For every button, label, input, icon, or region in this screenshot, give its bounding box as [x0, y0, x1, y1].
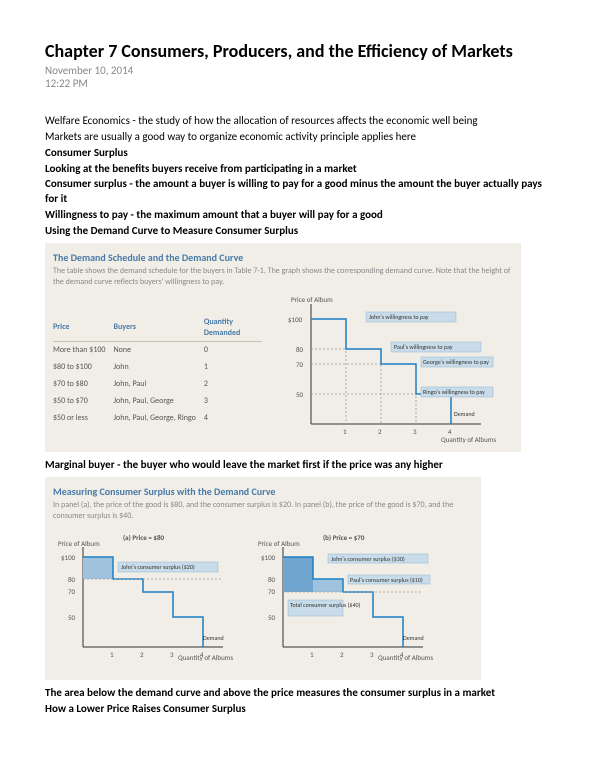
chart-panel-a: (a) Price = $80 $100 80 70 50: [53, 532, 233, 672]
svg-text:Demand: Demand: [203, 634, 224, 642]
doc-time: 12:22 PM: [45, 77, 550, 90]
text-line: Markets are usually a good way to organi…: [45, 130, 550, 145]
svg-text:2: 2: [378, 427, 382, 436]
svg-text:Demand: Demand: [403, 634, 424, 642]
svg-text:(b) Price = $70: (b) Price = $70: [323, 533, 365, 542]
table-header: Price: [53, 314, 113, 342]
svg-text:4: 4: [400, 650, 404, 659]
svg-text:(a) Price = $80: (a) Price = $80: [123, 533, 165, 542]
text-line: Welfare Economics - the study of how the…: [45, 114, 550, 129]
svg-text:$100: $100: [61, 553, 76, 562]
svg-text:Quantity of Albums: Quantity of Albums: [441, 435, 496, 444]
text-line: Using the Demand Curve to Measure Consum…: [45, 224, 550, 239]
figure-caption: In panel (a), the price of the good is $…: [53, 500, 473, 522]
table-row: $50 to $70John, Paul, George3: [53, 393, 262, 410]
figure-caption: The table shows the demand schedule for …: [53, 266, 513, 288]
figure-demand-schedule: The Demand Schedule and the Demand Curve…: [45, 243, 521, 452]
svg-text:John's willingness to pay: John's willingness to pay: [369, 313, 429, 321]
svg-text:John's consumer surplus ($30): John's consumer surplus ($30): [331, 555, 405, 563]
svg-text:3: 3: [170, 650, 174, 659]
svg-text:Demand: Demand: [454, 410, 475, 418]
svg-text:3: 3: [370, 650, 374, 659]
svg-text:Price of Album: Price of Album: [58, 539, 100, 548]
text-line: Consumer surplus - the amount a buyer is…: [45, 177, 550, 207]
svg-text:50: 50: [68, 613, 76, 622]
svg-text:70: 70: [68, 587, 76, 596]
svg-text:1: 1: [110, 650, 114, 659]
table-row: $50 or lessJohn, Paul, George, Ringo4: [53, 410, 262, 427]
svg-text:John's consumer surplus ($20): John's consumer surplus ($20): [121, 563, 195, 571]
svg-text:2: 2: [140, 650, 144, 659]
svg-text:Price of Album: Price of Album: [291, 295, 333, 304]
svg-text:2: 2: [340, 650, 344, 659]
figure-title: Measuring Consumer Surplus with the Dema…: [53, 485, 473, 499]
demand-table: Price Buyers Quantity Demanded More than…: [53, 314, 262, 427]
main-content: Welfare Economics - the study of how the…: [45, 114, 550, 716]
svg-text:Paul's willingness to pay: Paul's willingness to pay: [394, 343, 453, 351]
svg-text:Ringo's willingness to pay: Ringo's willingness to pay: [423, 388, 485, 396]
demand-curve-chart: $100 80 70 50 1 2: [276, 294, 496, 444]
svg-text:1: 1: [343, 427, 347, 436]
text-line: Looking at the benefits buyers receive f…: [45, 162, 550, 177]
svg-text:$100: $100: [288, 315, 303, 324]
table-row: $80 to $100John1: [53, 359, 262, 376]
svg-text:1: 1: [310, 650, 314, 659]
text-line: Marginal buyer - the buyer who would lea…: [45, 458, 550, 473]
text-line: Willingness to pay - the maximum amount …: [45, 208, 550, 223]
svg-text:80: 80: [268, 575, 276, 584]
svg-text:$100: $100: [261, 553, 276, 562]
text-line: The area below the demand curve and abov…: [45, 686, 550, 701]
svg-text:80: 80: [296, 345, 304, 354]
table-row: $70 to $80John, Paul2: [53, 376, 262, 393]
figure-consumer-surplus: Measuring Consumer Surplus with the Dema…: [45, 477, 481, 680]
svg-text:80: 80: [68, 575, 76, 584]
table-header: Buyers: [113, 314, 203, 342]
svg-text:Quantity of Albums: Quantity of Albums: [378, 653, 433, 662]
svg-text:50: 50: [296, 390, 304, 399]
svg-text:70: 70: [268, 587, 276, 596]
svg-text:Price of Album: Price of Album: [258, 539, 300, 548]
table-row: More than $100None0: [53, 342, 262, 359]
section-heading: Consumer Surplus: [45, 146, 550, 161]
text-line: How a Lower Price Raises Consumer Surplu…: [45, 702, 550, 717]
table-header: Quantity Demanded: [204, 314, 262, 342]
svg-text:Quantity of Albums: Quantity of Albums: [178, 653, 233, 662]
doc-date: November 10, 2014: [45, 64, 550, 77]
svg-text:Total consumer surplus ($40): Total consumer surplus ($40): [290, 601, 361, 609]
svg-text:4: 4: [200, 650, 204, 659]
svg-text:George's willingness to pay: George's willingness to pay: [423, 358, 489, 366]
svg-text:Paul's consumer surplus ($10): Paul's consumer surplus ($10): [350, 576, 423, 584]
page-title: Chapter 7 Consumers, Producers, and the …: [45, 40, 550, 62]
figure-title: The Demand Schedule and the Demand Curve: [53, 251, 513, 265]
svg-text:50: 50: [268, 613, 276, 622]
chart-panel-b: (b) Price = $70 $100 80 70 50 John's con…: [253, 532, 433, 672]
svg-text:3: 3: [413, 427, 417, 436]
svg-text:70: 70: [296, 360, 304, 369]
